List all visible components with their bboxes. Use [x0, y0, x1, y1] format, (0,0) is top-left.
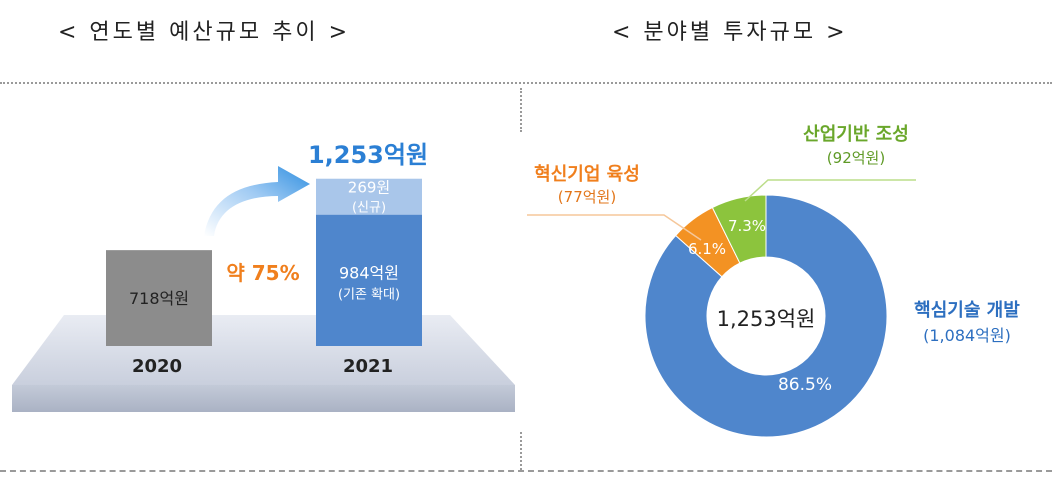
right-chart-title: < 분야별 투자규모 >: [612, 20, 848, 45]
left-chart-title: < 연도별 예산규모 추이 >: [58, 20, 351, 45]
growth-arrow-icon: [204, 166, 310, 236]
leader-line-industry-base: [744, 179, 916, 202]
bar-2021-new-value-label: 269원: [348, 179, 390, 197]
x-tick-2020: 2020: [132, 356, 182, 377]
bar-2021-expansion-sublabel: (기존 확대): [338, 287, 400, 302]
slice-industry-base-amount: (92억원): [827, 149, 885, 167]
vertical-divider-top: [520, 88, 522, 132]
bar-2021-existing-expansion: [316, 214, 422, 346]
bar-2021-new-sublabel: (신규): [352, 201, 386, 216]
slice-innovative-firms-percent: 6.1%: [688, 240, 726, 258]
total-label: 1,253억원: [308, 141, 428, 169]
x-tick-2021: 2021: [343, 356, 393, 377]
slice-core-tech-name: 핵심기술 개발: [914, 300, 1020, 321]
slice-industry-base-percent: 7.3%: [728, 217, 766, 235]
growth-label: 약 75%: [226, 261, 299, 285]
donut-slice-industry-base: [711, 194, 767, 264]
slice-core-tech-percent: 86.5%: [778, 375, 832, 395]
vertical-divider-bottom: [520, 432, 522, 470]
bar-2020-value-label: 718억원: [129, 289, 189, 308]
slice-industry-base-name: 산업기반 조성: [803, 124, 909, 145]
slice-innovative-firms-name: 혁신기업 육성: [534, 163, 640, 185]
leader-line-innovative-firms: [527, 214, 702, 241]
bar-2021-new: [316, 178, 422, 215]
bar-platform-front: [12, 385, 515, 412]
slice-core-tech-amount: (1,084억원): [923, 326, 1011, 345]
donut-center-label: 1,253억원: [717, 307, 816, 331]
top-dotted-divider: [0, 82, 1052, 84]
bottom-dashed-divider: [0, 470, 1052, 472]
bar-2020: [106, 250, 212, 346]
donut-chart: [644, 194, 888, 438]
bar-platform-top: [12, 315, 515, 385]
donut-slice-core-tech: [644, 194, 888, 438]
bar-2021-expansion-value-label: 984억원: [339, 263, 399, 282]
slice-innovative-firms-amount: (77억원): [558, 188, 616, 206]
